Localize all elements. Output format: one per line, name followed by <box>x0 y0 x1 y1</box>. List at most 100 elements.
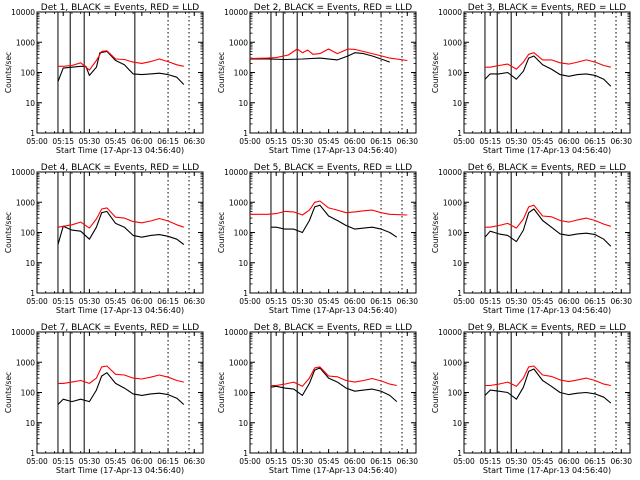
panel-7-x-tick-label: 05:45 <box>105 457 127 466</box>
panel-6-x-tick-label: 05:00 <box>453 297 475 306</box>
panel-2-series-events-line <box>250 52 390 63</box>
panel-6-x-tick-label: 05:15 <box>479 297 501 306</box>
panel-2-x-tick-label: 06:15 <box>370 137 392 146</box>
panel-5-x-tick-label: 05:15 <box>265 297 287 306</box>
panel-1-x-tick-label: 05:00 <box>26 137 48 146</box>
panel-6-x-tick-label: 05:30 <box>506 297 528 306</box>
panel-5-y-tick-label: 100 <box>234 229 249 238</box>
panel-1-series-lld-line <box>58 50 184 71</box>
panel-4-x-tick-label: 06:00 <box>131 297 153 306</box>
panel-4-series-lld-line <box>57 207 184 229</box>
panel-3-y-axis-label: Counts/sec <box>431 52 440 93</box>
panel-9-plot-frame <box>463 331 631 454</box>
panel-1-x-tick-label: 06:30 <box>183 137 205 146</box>
panel-1-y-axis-label: Counts/sec <box>4 52 13 93</box>
panel-6-series-events-line <box>484 208 612 247</box>
panel-1-x-tick-label: 06:15 <box>157 137 179 146</box>
panel-9-x-tick-label: 06:30 <box>610 457 632 466</box>
panel-2-x-tick-label: 05:30 <box>292 137 314 146</box>
panel-8-series-events-line <box>270 367 398 403</box>
panel-8-x-tick-label: 06:30 <box>396 457 418 466</box>
panel-6-y-tick-label: 1000 <box>443 198 462 207</box>
panel-3-y-tick-label: 10000 <box>438 8 462 17</box>
panel-3-x-tick-label: 05:15 <box>479 137 501 146</box>
panel-8-x-tick-label: 05:45 <box>318 457 340 466</box>
panel-3-series-events-line <box>484 55 612 87</box>
panel-1-x-tick-label: 05:45 <box>105 137 127 146</box>
panel-6-title: Det 6, BLACK = Events, RED = LLD <box>468 163 627 173</box>
panel-4-x-tick-label: 06:15 <box>157 297 179 306</box>
panel-4-series-events-line <box>57 210 185 245</box>
panel-4-y-tick-label: 1 <box>30 289 35 298</box>
panel-2-y-tick-label: 10 <box>238 99 248 108</box>
panel-7-y-axis-label: Counts/sec <box>4 372 13 413</box>
panel-4-x-tick-label: 05:30 <box>79 297 101 306</box>
panel-2-y-tick-label: 10000 <box>224 8 248 17</box>
panel-2-x-tick-label: 05:15 <box>265 137 287 146</box>
panel-3-x-tick-label: 06:15 <box>584 137 606 146</box>
panel-4-x-tick-label: 05:15 <box>52 297 74 306</box>
panel-5-series-lld-line <box>250 200 408 216</box>
panel-8-y-axis-label: Counts/sec <box>217 372 226 413</box>
panel-1-y-tick-label: 10000 <box>11 8 35 17</box>
panel-8-x-tick-label: 06:00 <box>344 457 366 466</box>
panel-9-title: Det 9, BLACK = Events, RED = LLD <box>468 323 627 333</box>
panel-3-title: Det 3, BLACK = Events, RED = LLD <box>468 3 627 13</box>
panel-3-y-tick-label: 1000 <box>443 38 462 47</box>
panel-2-title: Det 2, BLACK = Events, RED = LLD <box>254 3 413 13</box>
panel-1-x-tick-label: 06:00 <box>131 137 153 146</box>
panel-3-plot-frame <box>463 11 631 134</box>
panel-9-x-tick-label: 05:45 <box>532 457 554 466</box>
panel-2-y-tick-label: 100 <box>234 69 249 78</box>
panel-8-x-tick-label: 05:15 <box>265 457 287 466</box>
panel-8-x-tick-label: 06:15 <box>370 457 392 466</box>
panel-4-y-axis-label: Counts/sec <box>4 212 13 253</box>
panel-5-x-tick-label: 06:15 <box>370 297 392 306</box>
panel-9-x-tick-label: 06:00 <box>558 457 580 466</box>
panel-5-plot-frame <box>249 171 417 294</box>
panel-3-x-tick-label: 06:30 <box>610 137 632 146</box>
panel-4-x-tick-label: 05:00 <box>26 297 48 306</box>
panel-9-x-tick-label: 05:30 <box>506 457 528 466</box>
panel-3-y-tick-label: 10 <box>452 99 462 108</box>
panel-6-x-tick-label: 05:45 <box>532 297 554 306</box>
panel-2-y-tick-label: 1000 <box>229 38 248 47</box>
panel-2-series-lld-line <box>249 48 408 62</box>
panel-9-x-tick-label: 06:15 <box>584 457 606 466</box>
panel-7-series-lld-line <box>58 365 184 384</box>
panel-7-y-tick-label: 10000 <box>11 328 35 337</box>
panel-5-y-tick-label: 10 <box>238 259 248 268</box>
panel-6-x-tick-label: 06:00 <box>558 297 580 306</box>
panel-7-x-tick-label: 05:30 <box>79 457 101 466</box>
panel-9-series-lld-line <box>485 365 611 387</box>
panel-9-y-axis-label: Counts/sec <box>431 372 440 413</box>
panel-4-y-tick-label: 10000 <box>11 168 35 177</box>
panel-9-y-tick-label: 100 <box>448 389 463 398</box>
panel-2-y-axis-label: Counts/sec <box>217 52 226 93</box>
panel-7-x-tick-label: 05:00 <box>26 457 48 466</box>
panel-3-series-lld-line <box>485 52 611 70</box>
panel-6-y-tick-label: 10 <box>452 259 462 268</box>
panel-3-y-tick-label: 1 <box>457 129 462 138</box>
panel-5-y-tick-label: 10000 <box>224 168 248 177</box>
panel-8-y-tick-label: 1 <box>243 449 248 458</box>
panel-5-series-events-line <box>271 204 398 238</box>
panel-5-x-tick-label: 06:30 <box>396 297 418 306</box>
panel-1-y-tick-label: 1 <box>30 129 35 138</box>
panel-5-title: Det 5, BLACK = Events, RED = LLD <box>254 163 413 173</box>
panel-8-y-tick-label: 100 <box>234 389 249 398</box>
panel-5-y-axis-label: Counts/sec <box>217 212 226 253</box>
panel-7-y-tick-label: 10 <box>25 419 35 428</box>
panel-4-y-tick-label: 100 <box>21 229 36 238</box>
panel-2-x-tick-label: 06:30 <box>396 137 418 146</box>
panel-8-x-tick-label: 05:00 <box>239 457 261 466</box>
panel-3-x-axis-label: Start Time (17-Apr-13 04:56:40) <box>483 146 611 155</box>
panel-3-x-tick-label: 06:00 <box>558 137 580 146</box>
panel-2-x-axis-label: Start Time (17-Apr-13 04:56:40) <box>269 146 397 155</box>
panel-9-series-events-line <box>484 368 612 404</box>
panel-5-x-tick-label: 05:45 <box>318 297 340 306</box>
panel-3-x-tick-label: 05:00 <box>453 137 475 146</box>
panel-7-title: Det 7, BLACK = Events, RED = LLD <box>41 323 200 333</box>
panel-5-x-axis-label: Start Time (17-Apr-13 04:56:40) <box>269 306 397 315</box>
panel-5-x-tick-label: 06:00 <box>344 297 366 306</box>
